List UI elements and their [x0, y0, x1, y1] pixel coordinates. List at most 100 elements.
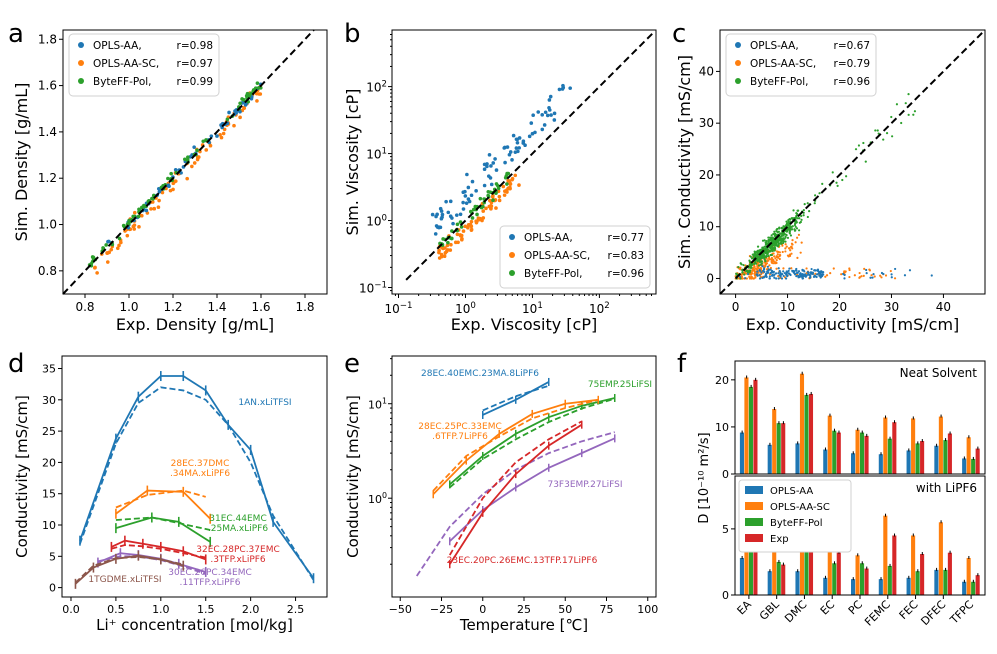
scatter-point: [504, 174, 509, 178]
scatter-point: [243, 103, 248, 107]
scatter-point: [486, 174, 491, 178]
scatter-point: [173, 167, 178, 172]
x-tick-label: 1.2: [163, 300, 182, 314]
scatter-point: [507, 179, 512, 183]
scatter-point: [912, 113, 915, 116]
scatter-point: [461, 190, 466, 195]
scatter-point: [765, 262, 769, 265]
scatter-point: [195, 148, 199, 153]
scatter-point: [831, 171, 834, 174]
bar: [864, 568, 869, 595]
y-tick-label: 101: [368, 397, 387, 412]
x-tick-label: 30: [884, 300, 899, 314]
scatter-point: [777, 277, 780, 280]
series-label: 75EMP.25LiFSI: [588, 380, 652, 390]
scatter-point: [764, 260, 767, 263]
scatter-point: [101, 246, 105, 250]
legend-label: ByteFF-Pol: [770, 518, 823, 529]
scatter-point: [797, 270, 801, 273]
scatter-point: [529, 121, 534, 125]
scatter-point: [774, 257, 777, 260]
scatter-point: [797, 274, 800, 278]
bar: [776, 561, 781, 595]
scatter-point: [91, 255, 96, 260]
scatter-point: [757, 258, 760, 261]
scatter-point: [455, 232, 460, 237]
x-tick-label: 0.5: [107, 603, 125, 616]
scatter-point: [141, 205, 145, 209]
scatter-point: [763, 270, 766, 274]
scatter-point: [790, 245, 793, 248]
scatter-point: [780, 277, 784, 280]
scatter-point: [760, 260, 764, 263]
legend-r: r=0.96: [834, 76, 871, 88]
scatter-point: [502, 193, 507, 197]
scatter-point: [89, 261, 94, 266]
scatter-point: [794, 241, 797, 244]
scatter-point: [789, 234, 793, 237]
y-axis-label: Conductivity [mS/cm]: [344, 395, 362, 558]
scatter-point: [882, 138, 885, 141]
bar: [851, 579, 856, 595]
scatter-point: [450, 236, 454, 241]
x-axis-label: Exp. Viscosity [cP]: [451, 315, 597, 334]
scatter-point: [232, 123, 236, 128]
scatter-point: [458, 220, 463, 224]
scatter-point: [517, 136, 522, 140]
scatter-point: [904, 102, 907, 105]
scatter-point: [787, 226, 790, 229]
scatter-point: [773, 276, 776, 279]
scatter-point: [829, 272, 832, 275]
scatter-point: [494, 182, 499, 186]
scatter-point: [781, 250, 784, 254]
bar: [827, 415, 832, 474]
scatter-point: [746, 272, 750, 276]
scatter-point: [795, 275, 798, 278]
scatter-point: [761, 239, 765, 242]
scatter-point: [547, 98, 552, 102]
bar: [808, 393, 814, 474]
scatter-point: [437, 225, 441, 230]
scatter-point: [437, 248, 441, 253]
bar: [799, 373, 805, 474]
scatter-point: [740, 273, 744, 276]
scatter-point: [818, 274, 821, 277]
scatter-point: [889, 269, 892, 273]
scatter-point: [466, 185, 471, 190]
scatter-point: [777, 267, 780, 270]
legend-marker: [78, 42, 84, 48]
scatter-point: [835, 181, 838, 184]
y-tick-label: 20: [699, 168, 714, 182]
scatter-point: [107, 250, 111, 255]
scatter-point: [132, 210, 137, 215]
series-label: 28EC.40EMC.23MA.8LiPF6: [421, 369, 539, 379]
legend-c: OPLS-AA, r=0.67 OPLS-AA-SC, r=0.79 ByteFF-Po…: [725, 33, 877, 97]
scatter-point: [218, 133, 222, 137]
y-tick-label: 10: [699, 220, 714, 234]
y-tick-label: 20: [42, 456, 56, 469]
scatter-point: [879, 274, 882, 277]
scatter-point: [115, 246, 120, 251]
scatter-point: [858, 276, 861, 279]
scatter-point: [568, 86, 572, 90]
bar: [753, 379, 758, 474]
scatter-point: [784, 247, 787, 250]
scatter-point: [152, 206, 157, 211]
scatter-point: [796, 212, 799, 216]
category-label: PC: [846, 598, 866, 618]
scatter-point: [478, 196, 483, 201]
scatter-point: [806, 271, 809, 274]
scatter-point: [774, 232, 777, 235]
scatter-point: [756, 249, 759, 252]
bar: [943, 569, 948, 595]
scatter-point: [760, 271, 763, 274]
scatter-point: [773, 230, 776, 233]
scatter-point: [753, 252, 757, 255]
scatter-point: [489, 207, 493, 211]
scatter-point: [517, 183, 521, 187]
bar: [906, 577, 911, 595]
y-tick-label: 30: [699, 116, 714, 130]
scatter-point: [540, 127, 545, 132]
scatter-point: [753, 264, 756, 267]
scatter-point: [507, 152, 512, 157]
